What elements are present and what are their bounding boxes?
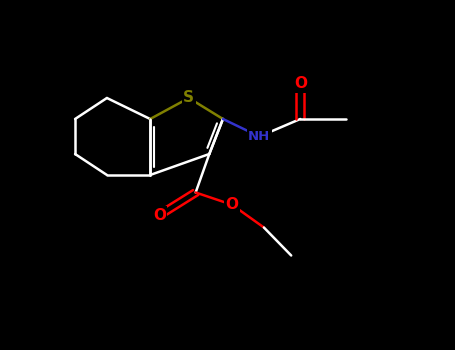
Text: O: O (153, 208, 166, 223)
Text: O: O (226, 197, 238, 212)
Text: NH: NH (248, 130, 270, 143)
Text: S: S (183, 91, 194, 105)
Text: O: O (294, 77, 307, 91)
